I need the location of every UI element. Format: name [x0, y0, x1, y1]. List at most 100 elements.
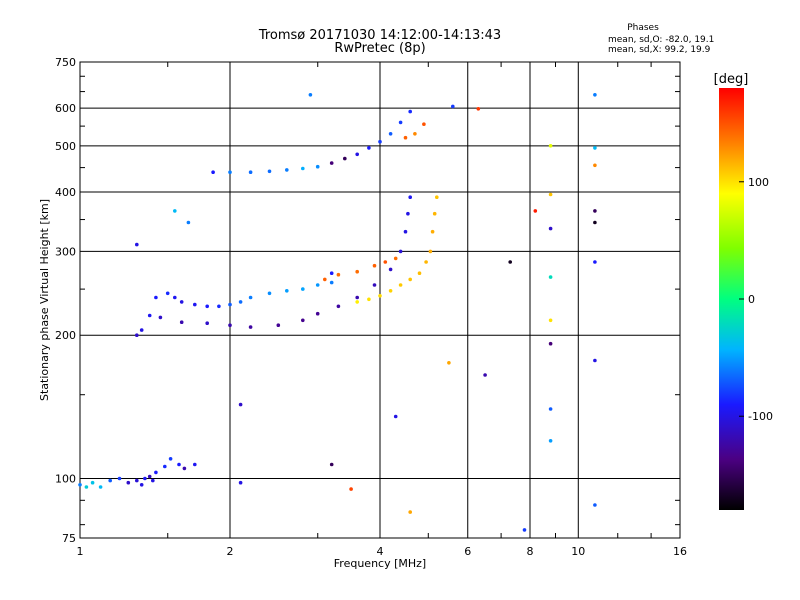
data-point: [367, 297, 371, 302]
data-point: [238, 300, 243, 304]
data-point: [476, 107, 481, 111]
data-point: [267, 291, 272, 296]
y-axis-label: Stationary phase Virtual Height [km]: [38, 199, 51, 401]
data-point: [186, 220, 191, 225]
data-point: [301, 287, 305, 291]
data-point: [593, 220, 597, 225]
data-point: [336, 272, 341, 277]
data-point: [372, 263, 377, 268]
data-point: [393, 256, 398, 261]
data-point: [329, 280, 334, 285]
data-point: [403, 229, 408, 234]
data-point: [248, 295, 253, 300]
data-point: [593, 146, 597, 150]
y-tick-label: 600: [55, 102, 76, 115]
data-point: [447, 361, 451, 365]
data-point: [329, 462, 334, 467]
chart-subtitle: RwPretec (8p): [334, 41, 425, 56]
data-point: [367, 146, 371, 150]
x-tick-label: 6: [464, 545, 471, 558]
y-tick-label: 400: [55, 186, 76, 199]
stats-line-x: mean, sd,X: 99.2, 19.9: [608, 45, 711, 55]
data-point: [90, 480, 95, 485]
data-point: [593, 503, 597, 507]
stats-line-o: mean, sd,O: -82.0, 19.1: [608, 35, 714, 45]
data-point: [355, 300, 360, 304]
data-point: [135, 333, 139, 338]
data-point: [428, 249, 433, 254]
data-point: [403, 135, 408, 140]
data-point: [168, 457, 173, 461]
data-point: [158, 315, 163, 320]
data-point: [548, 341, 553, 346]
x-tick-label: 1: [77, 545, 84, 558]
data-points: [78, 93, 597, 532]
data-point: [108, 478, 112, 483]
x-tick-label: 4: [377, 545, 384, 558]
data-point: [267, 169, 272, 174]
data-point: [548, 275, 553, 279]
data-point: [147, 474, 152, 479]
data-point: [126, 480, 131, 485]
data-point: [285, 289, 289, 293]
data-point: [388, 289, 393, 293]
data-point: [84, 485, 89, 489]
x-tick-label: 8: [527, 545, 534, 558]
data-point: [98, 485, 103, 489]
data-point: [422, 122, 426, 126]
data-point: [408, 510, 413, 514]
data-point: [228, 170, 232, 174]
data-point: [323, 277, 327, 282]
stats-heading: Phases: [627, 23, 659, 33]
data-point: [388, 132, 393, 136]
data-point: [398, 120, 403, 125]
data-point: [179, 300, 184, 304]
data-point: [139, 483, 144, 487]
data-point: [355, 269, 360, 274]
data-point: [238, 402, 243, 407]
data-point: [301, 166, 305, 171]
y-tick-label: 750: [55, 56, 76, 69]
data-point: [413, 132, 417, 136]
data-point: [548, 226, 553, 231]
data-point: [315, 283, 320, 287]
data-point: [336, 304, 341, 309]
data-point: [179, 320, 184, 325]
data-point: [548, 192, 553, 197]
data-point: [139, 328, 144, 332]
data-point: [406, 211, 410, 216]
colorbar-ticks: 100 0 -100: [739, 176, 773, 423]
data-point: [417, 271, 422, 276]
x-tick-label: 2: [227, 545, 234, 558]
data-point: [211, 170, 215, 174]
data-point: [205, 321, 209, 326]
data-point: [408, 277, 413, 282]
data-point: [228, 302, 232, 307]
data-point: [285, 168, 289, 172]
data-point: [315, 311, 320, 316]
data-point: [548, 318, 553, 323]
data-point: [193, 302, 197, 307]
data-point: [424, 260, 428, 264]
data-point: [393, 414, 398, 419]
data-point: [408, 195, 413, 199]
data-point: [78, 483, 82, 487]
data-point: [593, 358, 597, 363]
data-point: [135, 242, 139, 247]
data-point: [217, 304, 221, 309]
data-point: [355, 295, 360, 300]
data-point: [301, 318, 305, 323]
data-point: [435, 195, 439, 199]
data-point: [315, 164, 320, 169]
data-point: [451, 104, 455, 109]
data-point: [593, 209, 597, 213]
data-point: [135, 478, 139, 483]
y-tick-label: 500: [55, 140, 76, 153]
data-point: [398, 283, 403, 287]
data-point: [177, 462, 181, 467]
data-point: [432, 211, 437, 216]
data-point: [205, 304, 209, 309]
data-point: [308, 93, 313, 97]
data-point: [593, 93, 597, 97]
